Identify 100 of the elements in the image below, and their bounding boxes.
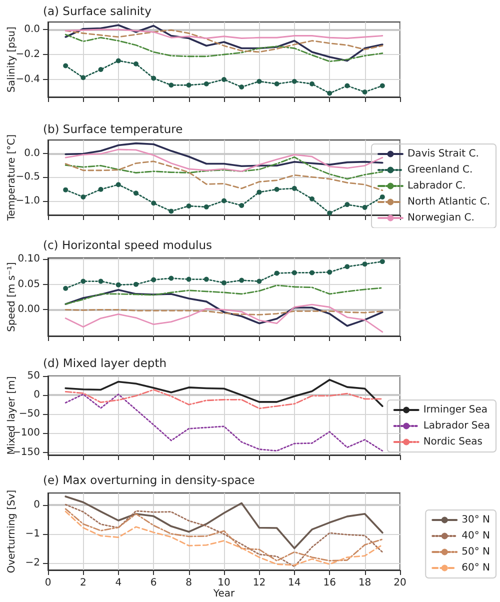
point [80, 278, 86, 284]
point [116, 182, 121, 188]
point [186, 82, 192, 88]
point [186, 203, 192, 208]
point [380, 83, 385, 88]
point [98, 67, 104, 72]
y-tick-label: 0.10 [18, 254, 40, 265]
point [204, 204, 209, 210]
point [256, 78, 262, 84]
point [380, 259, 385, 264]
x-tick-label: 0 [44, 578, 52, 588]
line-series [64, 29, 384, 53]
line-series [64, 389, 384, 410]
point [222, 198, 226, 204]
line-series [64, 148, 384, 172]
x-tick-label: 4 [115, 578, 122, 588]
line-series [64, 304, 384, 333]
y-tick-label: −0.2 [16, 49, 40, 60]
point [222, 77, 226, 82]
point [239, 203, 244, 208]
y-axis-title: Temperature [°C] [6, 134, 18, 222]
point [344, 202, 350, 208]
point [186, 276, 192, 282]
line-series [64, 142, 384, 168]
point [362, 204, 368, 210]
point [151, 200, 156, 206]
y-tick-label: 0 [34, 500, 40, 511]
point [134, 282, 138, 287]
point [344, 264, 350, 270]
point [63, 187, 68, 192]
point [98, 186, 104, 192]
point [310, 81, 314, 86]
point [239, 84, 244, 90]
x-tick-label: 8 [186, 578, 192, 588]
point [380, 194, 385, 200]
x-tick-label: 16 [323, 578, 336, 588]
point [292, 78, 297, 84]
y-tick-label: 0.0 [24, 24, 40, 35]
y-tick-label: 0 [34, 390, 40, 401]
point [204, 81, 209, 86]
point [222, 280, 226, 286]
y-axis-title: Salinity [psu] [6, 26, 18, 92]
legend-label: North Atlantic C. [407, 196, 490, 208]
point [292, 270, 297, 276]
legend-label: 50° N [462, 546, 490, 558]
legend-label: 40° N [462, 530, 490, 542]
point [168, 82, 174, 88]
x-tick-label: 20 [394, 578, 406, 588]
point [256, 278, 262, 284]
legend-label: Davis Strait C. [407, 148, 479, 160]
chart-title: (b) Surface temperature [43, 122, 183, 136]
y-tick-label: −0.4 [16, 74, 40, 85]
point [134, 61, 138, 66]
y-axis-title: Speed [m s⁻¹] [6, 262, 18, 332]
point [63, 286, 68, 291]
line-series [64, 160, 384, 192]
x-tick-label: 14 [288, 578, 301, 588]
point [63, 63, 68, 68]
y-tick-label: −1 [25, 528, 40, 540]
x-tick-label: 2 [80, 578, 86, 588]
line-series [64, 34, 384, 62]
legend-label: Labrador C. [407, 180, 466, 192]
point [292, 186, 297, 191]
legend-label: Greenland C. [407, 164, 473, 176]
point [204, 276, 209, 282]
y-tick-label: 0.05 [18, 278, 40, 290]
point [327, 210, 332, 216]
chart-title: (d) Mixed layer depth [43, 356, 167, 370]
y-tick-label: −2 [25, 558, 40, 569]
point [310, 270, 314, 276]
x-tick-label: 10 [218, 578, 230, 588]
point [310, 196, 314, 202]
point [274, 81, 280, 86]
point [98, 278, 104, 284]
legend-label: Labrador Sea [423, 420, 490, 432]
point [362, 262, 368, 267]
y-tick-label: −0.5 [16, 172, 40, 183]
point [362, 90, 368, 94]
point [168, 208, 174, 214]
chart-title: (e) Max overturning in density-space [43, 473, 255, 487]
x-tick-label: 18 [358, 578, 372, 588]
line-series [64, 284, 384, 305]
x-tick-label: 12 [252, 578, 266, 588]
point [116, 282, 121, 288]
line-series [64, 378, 384, 408]
legend-label: Irminger Sea [423, 404, 488, 416]
point [151, 277, 156, 282]
point [344, 83, 350, 88]
chart-title: (c) Horizontal speed modulus [43, 238, 212, 252]
point [239, 278, 244, 283]
point [151, 76, 156, 81]
point [80, 75, 86, 80]
point [256, 190, 262, 195]
point [80, 194, 86, 200]
y-tick-label: −50 [18, 408, 40, 420]
y-tick-label: 0.0 [24, 148, 40, 159]
legend-label: Norwegian C. [407, 212, 474, 224]
y-tick-label: 50 [27, 370, 40, 382]
point [327, 90, 332, 96]
x-tick-label: 6 [150, 578, 157, 588]
